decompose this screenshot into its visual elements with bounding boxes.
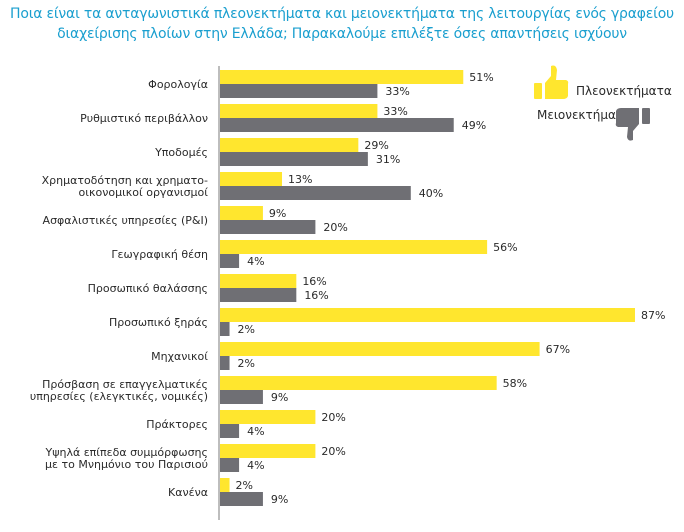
disadvantage-bar	[220, 84, 378, 98]
thumbs-down-icon	[615, 108, 650, 141]
advantage-bar	[220, 104, 378, 118]
data-label: 58%	[503, 377, 527, 390]
advantage-bar	[220, 172, 283, 186]
data-label: 49%	[462, 119, 486, 132]
data-label: 87%	[641, 309, 665, 322]
category-label: Κανένα	[168, 486, 208, 499]
disadvantage-bar	[220, 118, 454, 132]
disadvantage-bar	[220, 458, 240, 472]
advantage-bar	[220, 70, 464, 84]
data-label: 51%	[469, 71, 493, 84]
category-label: Υψηλά επίπεδα συμμόρφωσης	[45, 446, 208, 459]
category-label: οικονομικοί οργανισμοί	[79, 186, 209, 199]
category-label: Γεωγραφική θέση	[111, 248, 208, 261]
data-label: 33%	[385, 85, 409, 98]
advantage-bar	[220, 376, 497, 390]
disadvantage-bar	[220, 390, 263, 404]
title-line-2: διαχείρισης πλοίων στην Ελλάδα; Παρακαλο…	[57, 26, 627, 42]
disadvantage-bar	[220, 152, 368, 166]
category-label: υπηρεσίες (ελεγκτικές, νομικές)	[30, 390, 208, 403]
advantage-bar	[220, 342, 540, 356]
advantage-bar	[220, 274, 297, 288]
data-label: 9%	[271, 493, 288, 506]
disadvantage-bar	[220, 186, 411, 200]
category-label: Υποδομές	[154, 146, 208, 159]
legend-label-disadvantages: Μειονεκτήματα	[537, 108, 631, 122]
advantage-bar	[220, 240, 488, 254]
disadvantage-bar	[220, 322, 230, 336]
disadvantage-bar	[220, 220, 316, 234]
category-label: Προσωπικό ξηράς	[109, 316, 208, 329]
advantage-bar	[220, 308, 635, 322]
data-label: 9%	[269, 207, 286, 220]
category-label: Χρηματοδότηση και χρηματο-	[42, 174, 208, 187]
category-label: Πράκτορες	[146, 418, 208, 431]
data-label: 2%	[238, 357, 255, 370]
category-label: Μηχανικοί	[151, 350, 208, 363]
data-label: 29%	[364, 139, 388, 152]
data-label: 20%	[321, 445, 345, 458]
category-label: Ρυθμιστικό περιβάλλον	[80, 112, 208, 125]
category-label: Πρόσβαση σε επαγγελματικές	[42, 378, 208, 391]
chart-title: Ποια είναι τα ανταγωνιστικά πλεονεκτήματ…	[0, 4, 684, 44]
data-label: 20%	[321, 411, 345, 424]
disadvantage-bar	[220, 424, 240, 438]
data-label: 16%	[304, 289, 328, 302]
data-label: 40%	[419, 187, 443, 200]
category-label: Προσωπικό θαλάσσης	[88, 282, 208, 295]
advantage-bar	[220, 138, 359, 152]
advantage-bar	[220, 410, 316, 424]
data-label: 33%	[383, 105, 407, 118]
category-label: με το Μνημόνιο του Παρισιού	[45, 458, 208, 471]
data-label: 4%	[247, 459, 264, 472]
data-label: 31%	[376, 153, 400, 166]
data-label: 9%	[271, 391, 288, 404]
data-label: 16%	[302, 275, 326, 288]
disadvantage-bar	[220, 492, 263, 506]
advantage-bar	[220, 478, 230, 492]
data-label: 67%	[546, 343, 570, 356]
data-label: 4%	[247, 425, 264, 438]
data-label: 2%	[236, 479, 253, 492]
data-label: 56%	[493, 241, 517, 254]
advantage-bar	[220, 444, 316, 458]
legend: Πλεονεκτήματα Μειονεκτήματα	[534, 65, 672, 141]
advantage-bar	[220, 206, 263, 220]
data-label: 4%	[247, 255, 264, 268]
data-label: 2%	[238, 323, 255, 336]
disadvantage-bar	[220, 288, 297, 302]
data-label: 13%	[288, 173, 312, 186]
category-label: Ασφαλιστικές υπηρεσίες (P&I)	[43, 214, 208, 227]
title-line-1: Ποια είναι τα ανταγωνιστικά πλεονεκτήματ…	[10, 6, 674, 22]
legend-label-advantages: Πλεονεκτήματα	[576, 84, 672, 98]
disadvantage-bar	[220, 254, 240, 268]
disadvantage-bar	[220, 356, 230, 370]
category-label: Φορολογία	[148, 78, 208, 91]
thumbs-up-icon	[534, 65, 569, 99]
data-label: 20%	[323, 221, 347, 234]
